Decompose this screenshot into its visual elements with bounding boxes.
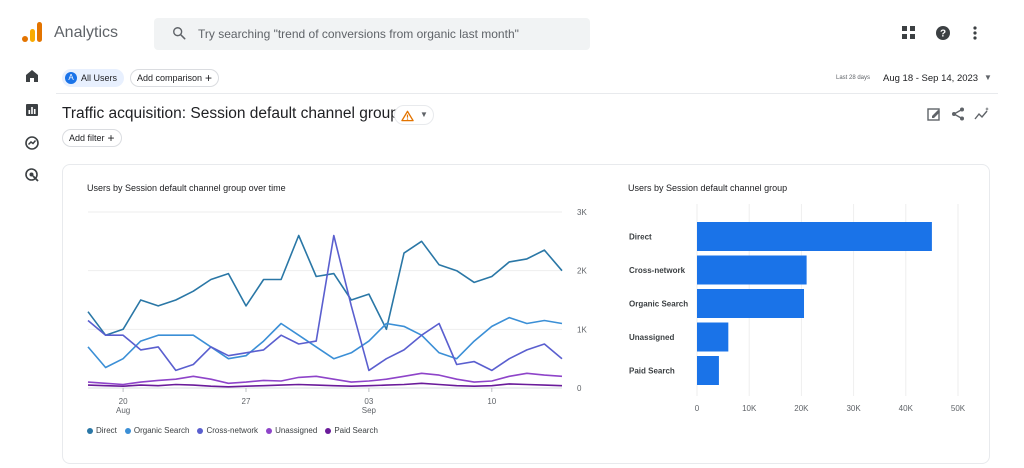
charts-card: [62, 164, 990, 464]
home-icon[interactable]: [24, 68, 40, 84]
series-line-cross-network[interactable]: [87, 234, 563, 372]
explore-icon[interactable]: [24, 135, 40, 151]
x-tick-label: 03: [364, 397, 373, 406]
series-line-organic-search[interactable]: [87, 316, 563, 369]
legend-label: Organic Search: [133, 426, 190, 435]
bar-unassigned[interactable]: [697, 322, 729, 352]
x-tick-label: 0: [695, 404, 700, 413]
bar-organic-search[interactable]: [697, 289, 805, 318]
x-tick-label: 50K: [951, 404, 966, 413]
legend-item[interactable]: Unassigned: [266, 426, 317, 435]
y-tick-label: 1K: [577, 325, 587, 334]
x-tick-label: 30K: [846, 404, 861, 413]
bar-paid-search[interactable]: [697, 356, 719, 385]
top-bar: Analytics Try searching "trend of conver…: [0, 0, 1024, 56]
svg-text:?: ?: [940, 29, 946, 40]
legend-label: Unassigned: [275, 426, 318, 435]
y-tick-label: 0: [577, 384, 582, 393]
category-label: Organic Search: [629, 300, 688, 309]
legend-dot: [325, 427, 332, 434]
toolbar-divider: [56, 93, 998, 94]
y-tick-label: 3K: [577, 208, 587, 217]
x-tick-label: 10: [487, 397, 496, 406]
bar-cross-network[interactable]: [697, 255, 807, 285]
app-title: Analytics: [54, 24, 119, 41]
search-placeholder: Try searching "trend of conversions from…: [198, 27, 519, 41]
legend-dot: [124, 427, 131, 434]
series-line-unassigned[interactable]: [87, 372, 563, 386]
customize-report-icon[interactable]: [926, 106, 942, 122]
segment-chip-all-users[interactable]: A All Users: [62, 69, 125, 87]
add-comparison-button[interactable]: Add comparison +: [130, 69, 220, 87]
segment-label: All Users: [81, 73, 118, 83]
bar-chart-title: Users by Session default channel group: [628, 183, 788, 193]
line-chart-title: Users by Session default channel group o…: [87, 183, 286, 193]
date-range-picker[interactable]: Aug 18 - Sep 14, 2023: [883, 73, 979, 84]
series-line-paid-search[interactable]: [87, 382, 563, 388]
search-input[interactable]: Try searching "trend of conversions from…: [154, 18, 590, 50]
legend-item[interactable]: Paid Search: [325, 426, 378, 435]
legend-item[interactable]: Direct: [87, 426, 117, 435]
caret-down-icon: ▼: [420, 110, 428, 119]
bar-chart[interactable]: 0 10K 20K 30K 40K 50K Direct Cross-network Organ…: [620, 200, 980, 420]
plus-icon: +: [205, 71, 213, 85]
legend-dot: [266, 427, 273, 434]
reports-icon[interactable]: [24, 102, 40, 118]
data-quality-warning-button[interactable]: ▼: [394, 105, 434, 125]
add-filter-button[interactable]: Add filter +: [62, 129, 122, 147]
apps-icon[interactable]: [900, 24, 918, 42]
page-title: Traffic acquisition: Session default cha…: [62, 105, 399, 122]
more-vert-icon[interactable]: [966, 24, 984, 42]
share-icon[interactable]: [950, 106, 966, 122]
legend-label: Cross-network: [206, 426, 259, 435]
date-range-prefix: Last 28 days: [836, 75, 871, 81]
legend-item[interactable]: Cross-network: [197, 426, 258, 435]
legend-dot: [87, 427, 93, 434]
x-tick-sublabel: Aug: [116, 406, 130, 415]
bar-direct[interactable]: [697, 222, 932, 251]
category-label: Paid Search: [629, 367, 675, 376]
x-tick-label: 40K: [899, 404, 914, 413]
x-tick-label: 20K: [794, 404, 809, 413]
add-comparison-label: Add comparison: [137, 73, 203, 83]
add-filter-label: Add filter: [69, 133, 105, 143]
x-tick-label: 10K: [742, 404, 757, 413]
x-tick-label: 20: [119, 397, 128, 406]
category-label: Cross-network: [629, 266, 686, 275]
x-tick-label: 27: [242, 397, 251, 406]
advertising-icon[interactable]: [24, 167, 40, 183]
plus-icon: +: [107, 131, 115, 145]
category-label: Direct: [629, 233, 652, 242]
analytics-logo-icon[interactable]: [22, 20, 44, 42]
legend-label: Paid Search: [334, 426, 378, 435]
help-icon[interactable]: ?: [934, 24, 952, 42]
legend-label: Direct: [96, 426, 117, 435]
caret-down-icon[interactable]: ▼: [984, 73, 992, 82]
insights-icon[interactable]: [974, 106, 990, 122]
line-chart-legend: Direct Organic Search Cross-network Unassig…: [87, 426, 386, 435]
category-label: Unassigned: [629, 333, 674, 342]
series-line-direct[interactable]: [87, 234, 563, 336]
segment-avatar: A: [65, 72, 77, 84]
warning-icon: [401, 110, 414, 122]
x-tick-sublabel: Sep: [362, 406, 377, 415]
y-tick-label: 2K: [577, 267, 587, 276]
search-icon: [173, 27, 186, 40]
legend-dot: [197, 427, 204, 434]
legend-item[interactable]: Organic Search: [124, 426, 190, 435]
